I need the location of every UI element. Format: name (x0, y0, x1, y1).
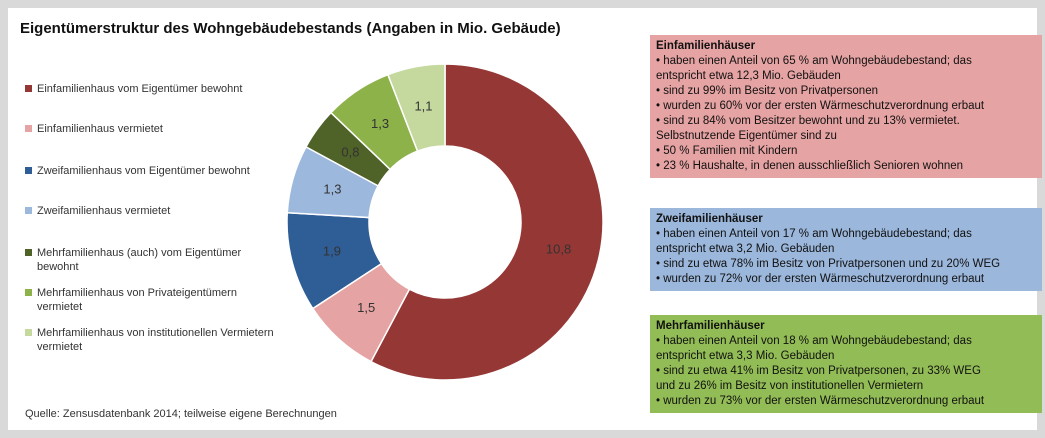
panel: 10,8 1,5 1,9 1,3 0,8 1,3 1,1 Eigentümerstruktu… (8, 8, 1042, 430)
info-box-line: • 23 % Haushalte, in denen ausschließlic… (656, 160, 964, 172)
legend-swatch (25, 249, 32, 256)
data-label: 1,9 (323, 244, 341, 259)
data-label: 10,8 (546, 242, 571, 257)
info-box-line: entspricht etwa 3,3 Mio. Gebäuden (656, 350, 835, 362)
legend-label: Zweifamilienhaus vermietet (37, 205, 171, 217)
data-label: 1,5 (357, 300, 375, 315)
donut-chart: 10,8 1,5 1,9 1,3 0,8 1,3 1,1 (286, 63, 604, 381)
info-box-title: Zweifamilienhäuser (656, 213, 763, 225)
info-box: Zweifamilienhäuser • haben einen Anteil v… (650, 208, 1042, 291)
info-box-line: • sind zu etwa 78% im Besitz von Privatp… (656, 258, 1001, 270)
info-box-line: • haben einen Anteil von 18 % am Wohngeb… (656, 335, 972, 347)
legend-swatch (25, 329, 32, 336)
chart-title: Eigentümerstruktur des Wohngebäudebestan… (20, 20, 561, 37)
legend-item: Zweifamilienhaus vom Eigentümer bewohnt (25, 164, 277, 178)
legend-swatch (25, 289, 32, 296)
info-box-line: • wurden zu 73% vor der ersten Wärmeschu… (656, 395, 985, 407)
info-box-line: • wurden zu 72% vor der ersten Wärmeschu… (656, 273, 985, 285)
info-box-line: Selbstnutzende Eigentümer sind zu (656, 130, 837, 142)
legend-swatch (25, 207, 32, 214)
legend-item: Einfamilienhaus vom Eigentümer bewohnt (25, 82, 277, 96)
data-label: 0,8 (341, 145, 359, 160)
info-box-line: • sind zu etwa 41% im Besitz von Privatp… (656, 365, 981, 377)
legend-label: Mehrfamilienhaus von Privateigentümern v… (37, 287, 237, 313)
legend-item: Mehrfamilienhaus von Privateigentümern v… (25, 286, 277, 314)
info-box-line: • sind zu 99% im Besitz von Privatperson… (656, 85, 878, 97)
info-box-line: • 50 % Familien mit Kindern (656, 145, 798, 157)
legend-item: Einfamilienhaus vermietet (25, 122, 277, 136)
info-box-line: und zu 26% im Besitz von institutionelle… (656, 380, 924, 392)
source: Quelle: Zensusdatenbank 2014; teilweise … (25, 408, 337, 420)
info-box-line: • sind zu 84% vom Besitzer bewohnt und z… (656, 115, 960, 127)
legend-label: Einfamilienhaus vom Eigentümer bewohnt (37, 83, 243, 95)
info-box-line: • haben einen Anteil von 17 % am Wohngeb… (656, 228, 972, 240)
info-box: Mehrfamilienhäuser • haben einen Anteil v… (650, 315, 1042, 413)
donut-segment (386, 63, 446, 153)
info-box-line: entspricht etwa 3,2 Mio. Gebäuden (656, 243, 835, 255)
donut-segment (370, 63, 604, 381)
legend-swatch (25, 125, 32, 132)
info-box-title: Mehrfamilienhäuser (656, 320, 765, 332)
info-box-title: Einfamilienhäuser (656, 40, 756, 52)
legend-item: Mehrfamilienhaus (auch) vom Eigentümer b… (25, 246, 277, 274)
info-box-line: • wurden zu 60% vor der ersten Wärmeschu… (656, 100, 985, 112)
data-label: 1,3 (323, 181, 341, 196)
data-label: 1,3 (371, 116, 389, 131)
data-label: 1,1 (414, 98, 432, 113)
legend-item: Mehrfamilienhaus von institutionellen Ve… (25, 326, 277, 354)
legend-swatch (25, 85, 32, 92)
info-box: Einfamilienhäuser • haben einen Anteil vo… (650, 35, 1042, 178)
legend-label: Zweifamilienhaus vom Eigentümer bewohnt (37, 165, 250, 177)
legend-item: Zweifamilienhaus vermietet (25, 204, 277, 218)
info-box-line: entspricht etwa 12,3 Mio. Gebäuden (656, 70, 841, 82)
legend-swatch (25, 167, 32, 174)
legend-label: Einfamilienhaus vermietet (37, 123, 163, 135)
legend-label: Mehrfamilienhaus von institutionellen Ve… (37, 327, 274, 353)
legend-label: Mehrfamilienhaus (auch) vom Eigentümer b… (37, 247, 242, 273)
info-box-line: • haben einen Anteil von 65 % am Wohngeb… (656, 55, 972, 67)
